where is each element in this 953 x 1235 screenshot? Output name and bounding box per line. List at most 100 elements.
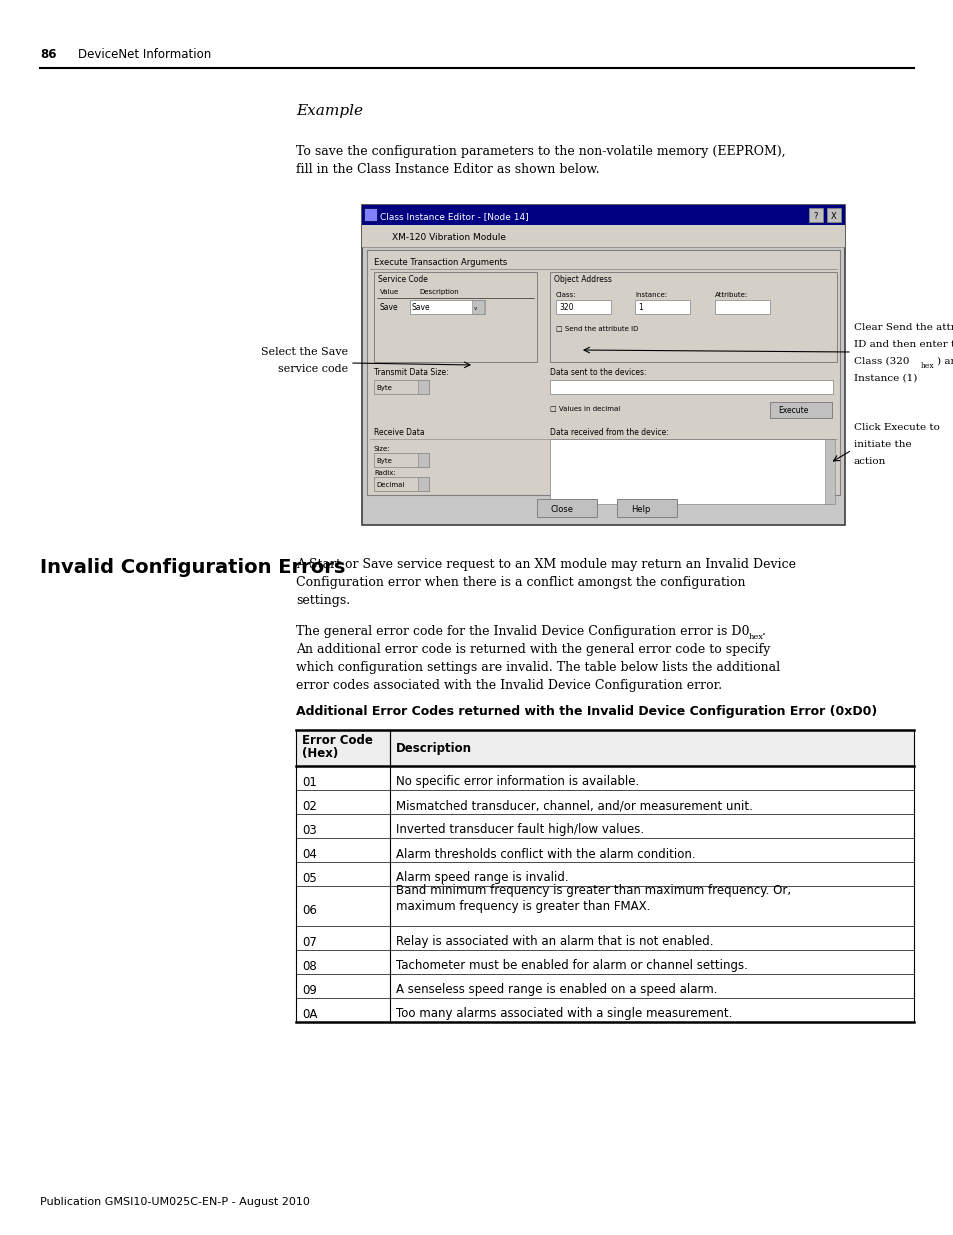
Text: Byte: Byte [375,458,392,464]
Bar [364,207,376,221]
Text: Error Code: Error Code [302,734,373,747]
Text: Class Instance Editor - [Node 14]: Class Instance Editor - [Node 14] [379,212,528,221]
Text: 08: 08 [302,960,316,972]
Text: Mismatched transducer, channel, and/or measurement unit.: Mismatched transducer, channel, and/or m… [395,799,752,813]
Text: Transmit Data Size:: Transmit Data Size: [374,368,448,377]
Text: Execute: Execute [778,406,807,415]
Text: 1: 1 [638,303,642,312]
Bar [824,438,834,504]
Text: Relay is associated with an alarm that is not enabled.: Relay is associated with an alarm that i… [395,935,713,948]
Bar [361,225,844,247]
Text: DeviceNet Information: DeviceNet Information [78,48,211,61]
Text: 05: 05 [302,872,316,884]
Text: A Start or Save service request to an XM module may return an Invalid Device: A Start or Save service request to an XM… [295,558,795,571]
Text: Clear Send the attribute: Clear Send the attribute [853,324,953,332]
Text: action: action [853,457,885,466]
Text: Inverted transducer fault high/low values.: Inverted transducer fault high/low value… [395,824,643,836]
Bar [826,207,841,222]
Text: 320: 320 [558,303,573,312]
Bar [417,380,429,394]
Bar [374,272,537,362]
Text: 07: 07 [302,935,316,948]
Text: Execute Transaction Arguments: Execute Transaction Arguments [374,258,507,267]
Bar [361,205,844,525]
Text: ID and then enter the: ID and then enter the [853,340,953,350]
Text: An additional error code is returned with the general error code to specify: An additional error code is returned wit… [295,643,770,656]
Text: 0A: 0A [302,1008,317,1020]
Bar [550,438,832,504]
Text: Data received from the device:: Data received from the device: [550,429,668,437]
Text: 04: 04 [302,847,316,861]
Text: A senseless speed range is enabled on a speed alarm.: A senseless speed range is enabled on a … [395,983,717,997]
Text: Receive Data: Receive Data [374,429,424,437]
Text: 86: 86 [40,48,56,61]
Text: Service Code: Service Code [377,275,428,284]
Bar [374,453,429,467]
Text: service code: service code [277,364,348,374]
Text: Band minimum frequency is greater than maximum frequency. Or,: Band minimum frequency is greater than m… [395,884,790,897]
Text: fill in the Class Instance Editor as shown below.: fill in the Class Instance Editor as sho… [295,163,598,177]
Text: □ Values in decimal: □ Values in decimal [550,405,619,411]
Text: Invalid Configuration Errors: Invalid Configuration Errors [40,558,345,577]
Text: Too many alarms associated with a single measurement.: Too many alarms associated with a single… [395,1008,732,1020]
Bar [808,207,822,222]
Text: Attribute:: Attribute: [714,291,747,298]
Text: Close: Close [551,505,574,514]
Text: Select the Save: Select the Save [260,347,348,357]
Bar [410,300,484,314]
Text: No specific error information is available.: No specific error information is availab… [395,776,639,788]
Text: Save: Save [412,303,430,312]
Text: Configuration error when there is a conflict amongst the configuration: Configuration error when there is a conf… [295,576,744,589]
Text: hex: hex [748,634,763,641]
Text: 01: 01 [302,776,316,788]
Text: Decimal: Decimal [375,482,404,488]
Text: 03: 03 [302,824,316,836]
Text: Byte: Byte [375,385,392,391]
Text: 09: 09 [302,983,316,997]
Bar [472,300,483,314]
Bar [550,380,832,394]
Bar [374,380,429,394]
Text: XM-120 Vibration Module: XM-120 Vibration Module [392,233,505,242]
Text: error codes associated with the Invalid Device Configuration error.: error codes associated with the Invalid … [295,679,721,692]
Text: Instance (1): Instance (1) [853,374,917,383]
Text: hex: hex [920,362,934,370]
Bar [556,300,610,314]
Text: Data sent to the devices:: Data sent to the devices: [550,368,646,377]
Text: To save the configuration parameters to the non-volatile memory (EEPROM),: To save the configuration parameters to … [295,144,785,158]
Text: settings.: settings. [295,594,350,606]
Text: Radix:: Radix: [374,471,395,475]
Bar [367,249,840,495]
Bar [769,403,831,417]
Text: The general error code for the Invalid Device Configuration error is D0: The general error code for the Invalid D… [295,625,749,638]
Text: Value: Value [379,289,399,295]
Bar [417,453,429,467]
Text: maximum frequency is greater than FMAX.: maximum frequency is greater than FMAX. [395,900,650,913]
Bar [537,499,597,517]
Text: Example: Example [295,104,363,119]
Text: Alarm thresholds conflict with the alarm condition.: Alarm thresholds conflict with the alarm… [395,847,695,861]
Text: Additional Error Codes returned with the Invalid Device Configuration Error (0xD: Additional Error Codes returned with the… [295,705,877,718]
Text: initiate the: initiate the [853,440,911,450]
Bar [617,499,677,517]
Text: ) and: ) and [936,357,953,366]
Text: Description: Description [395,742,472,755]
Text: 02: 02 [302,799,316,813]
Text: □ Send the attribute ID: □ Send the attribute ID [556,325,638,331]
Text: ?: ? [812,212,817,221]
Text: .: . [761,625,765,638]
Text: Object Address: Object Address [554,275,611,284]
Text: Class (320: Class (320 [853,357,908,366]
Bar [295,730,913,766]
Text: Description: Description [418,289,458,295]
Text: Size:: Size: [374,446,390,452]
Text: which configuration settings are invalid. The table below lists the additional: which configuration settings are invalid… [295,661,780,674]
Bar [714,300,769,314]
Bar [361,205,844,225]
Text: Help: Help [630,505,650,514]
Bar [374,477,429,492]
Text: 06: 06 [302,904,316,916]
Text: Alarm speed range is invalid.: Alarm speed range is invalid. [395,872,568,884]
Bar [635,300,689,314]
Bar [550,272,836,362]
